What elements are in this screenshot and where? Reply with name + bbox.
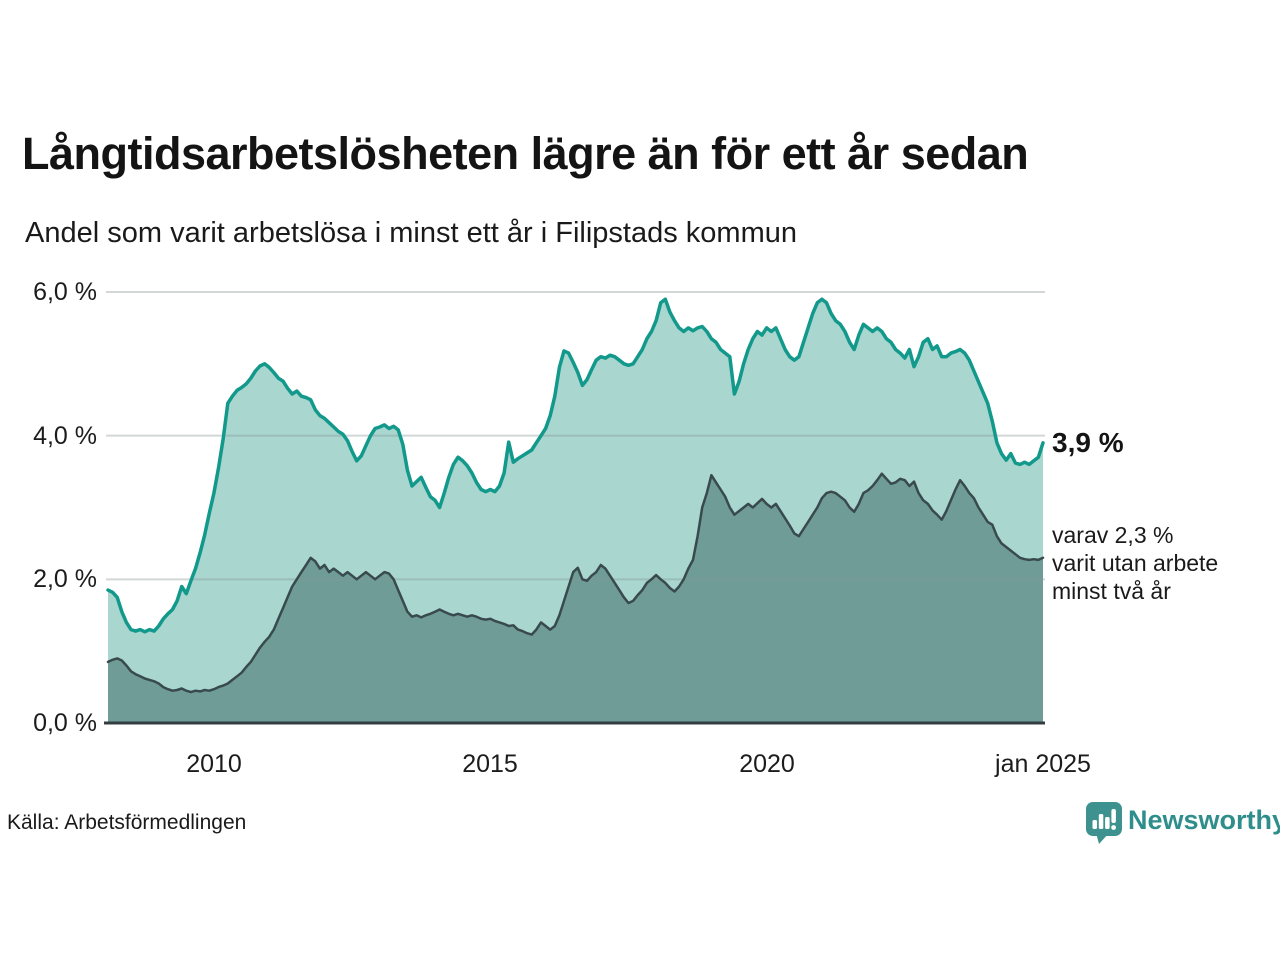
chart-subtitle: Andel som varit arbetslösa i minst ett å… (25, 217, 797, 249)
x-tick-2010: 2010 (186, 750, 242, 778)
x-tick-jan2025: jan 2025 (995, 750, 1091, 778)
page-title: Långtidsarbetslösheten lägre än för ett … (22, 128, 1029, 179)
secondary-value-line2: varit utan arbete (1052, 550, 1219, 576)
y-tick-6: 6,0 % (33, 278, 97, 306)
y-tick-2: 2,0 % (33, 565, 97, 593)
bar-chart-bubble-icon (1086, 802, 1122, 844)
secondary-value-label: varav 2,3 % varit utan arbete minst två … (1052, 521, 1218, 605)
newsworthy-logo-icon (1085, 801, 1123, 845)
latest-value-label: 3,9 % (1052, 426, 1124, 458)
secondary-value-line1: varav 2,3 % (1052, 522, 1174, 548)
y-tick-4: 4,0 % (33, 422, 97, 450)
newsworthy-wordmark: Newsworthy (1128, 805, 1280, 835)
source-credit: Källa: Arbetsförmedlingen (7, 811, 247, 834)
secondary-value-line3: minst två år (1052, 578, 1171, 604)
y-tick-0: 0,0 % (33, 709, 97, 737)
x-tick-2020: 2020 (739, 750, 795, 778)
x-tick-2015: 2015 (462, 750, 518, 778)
